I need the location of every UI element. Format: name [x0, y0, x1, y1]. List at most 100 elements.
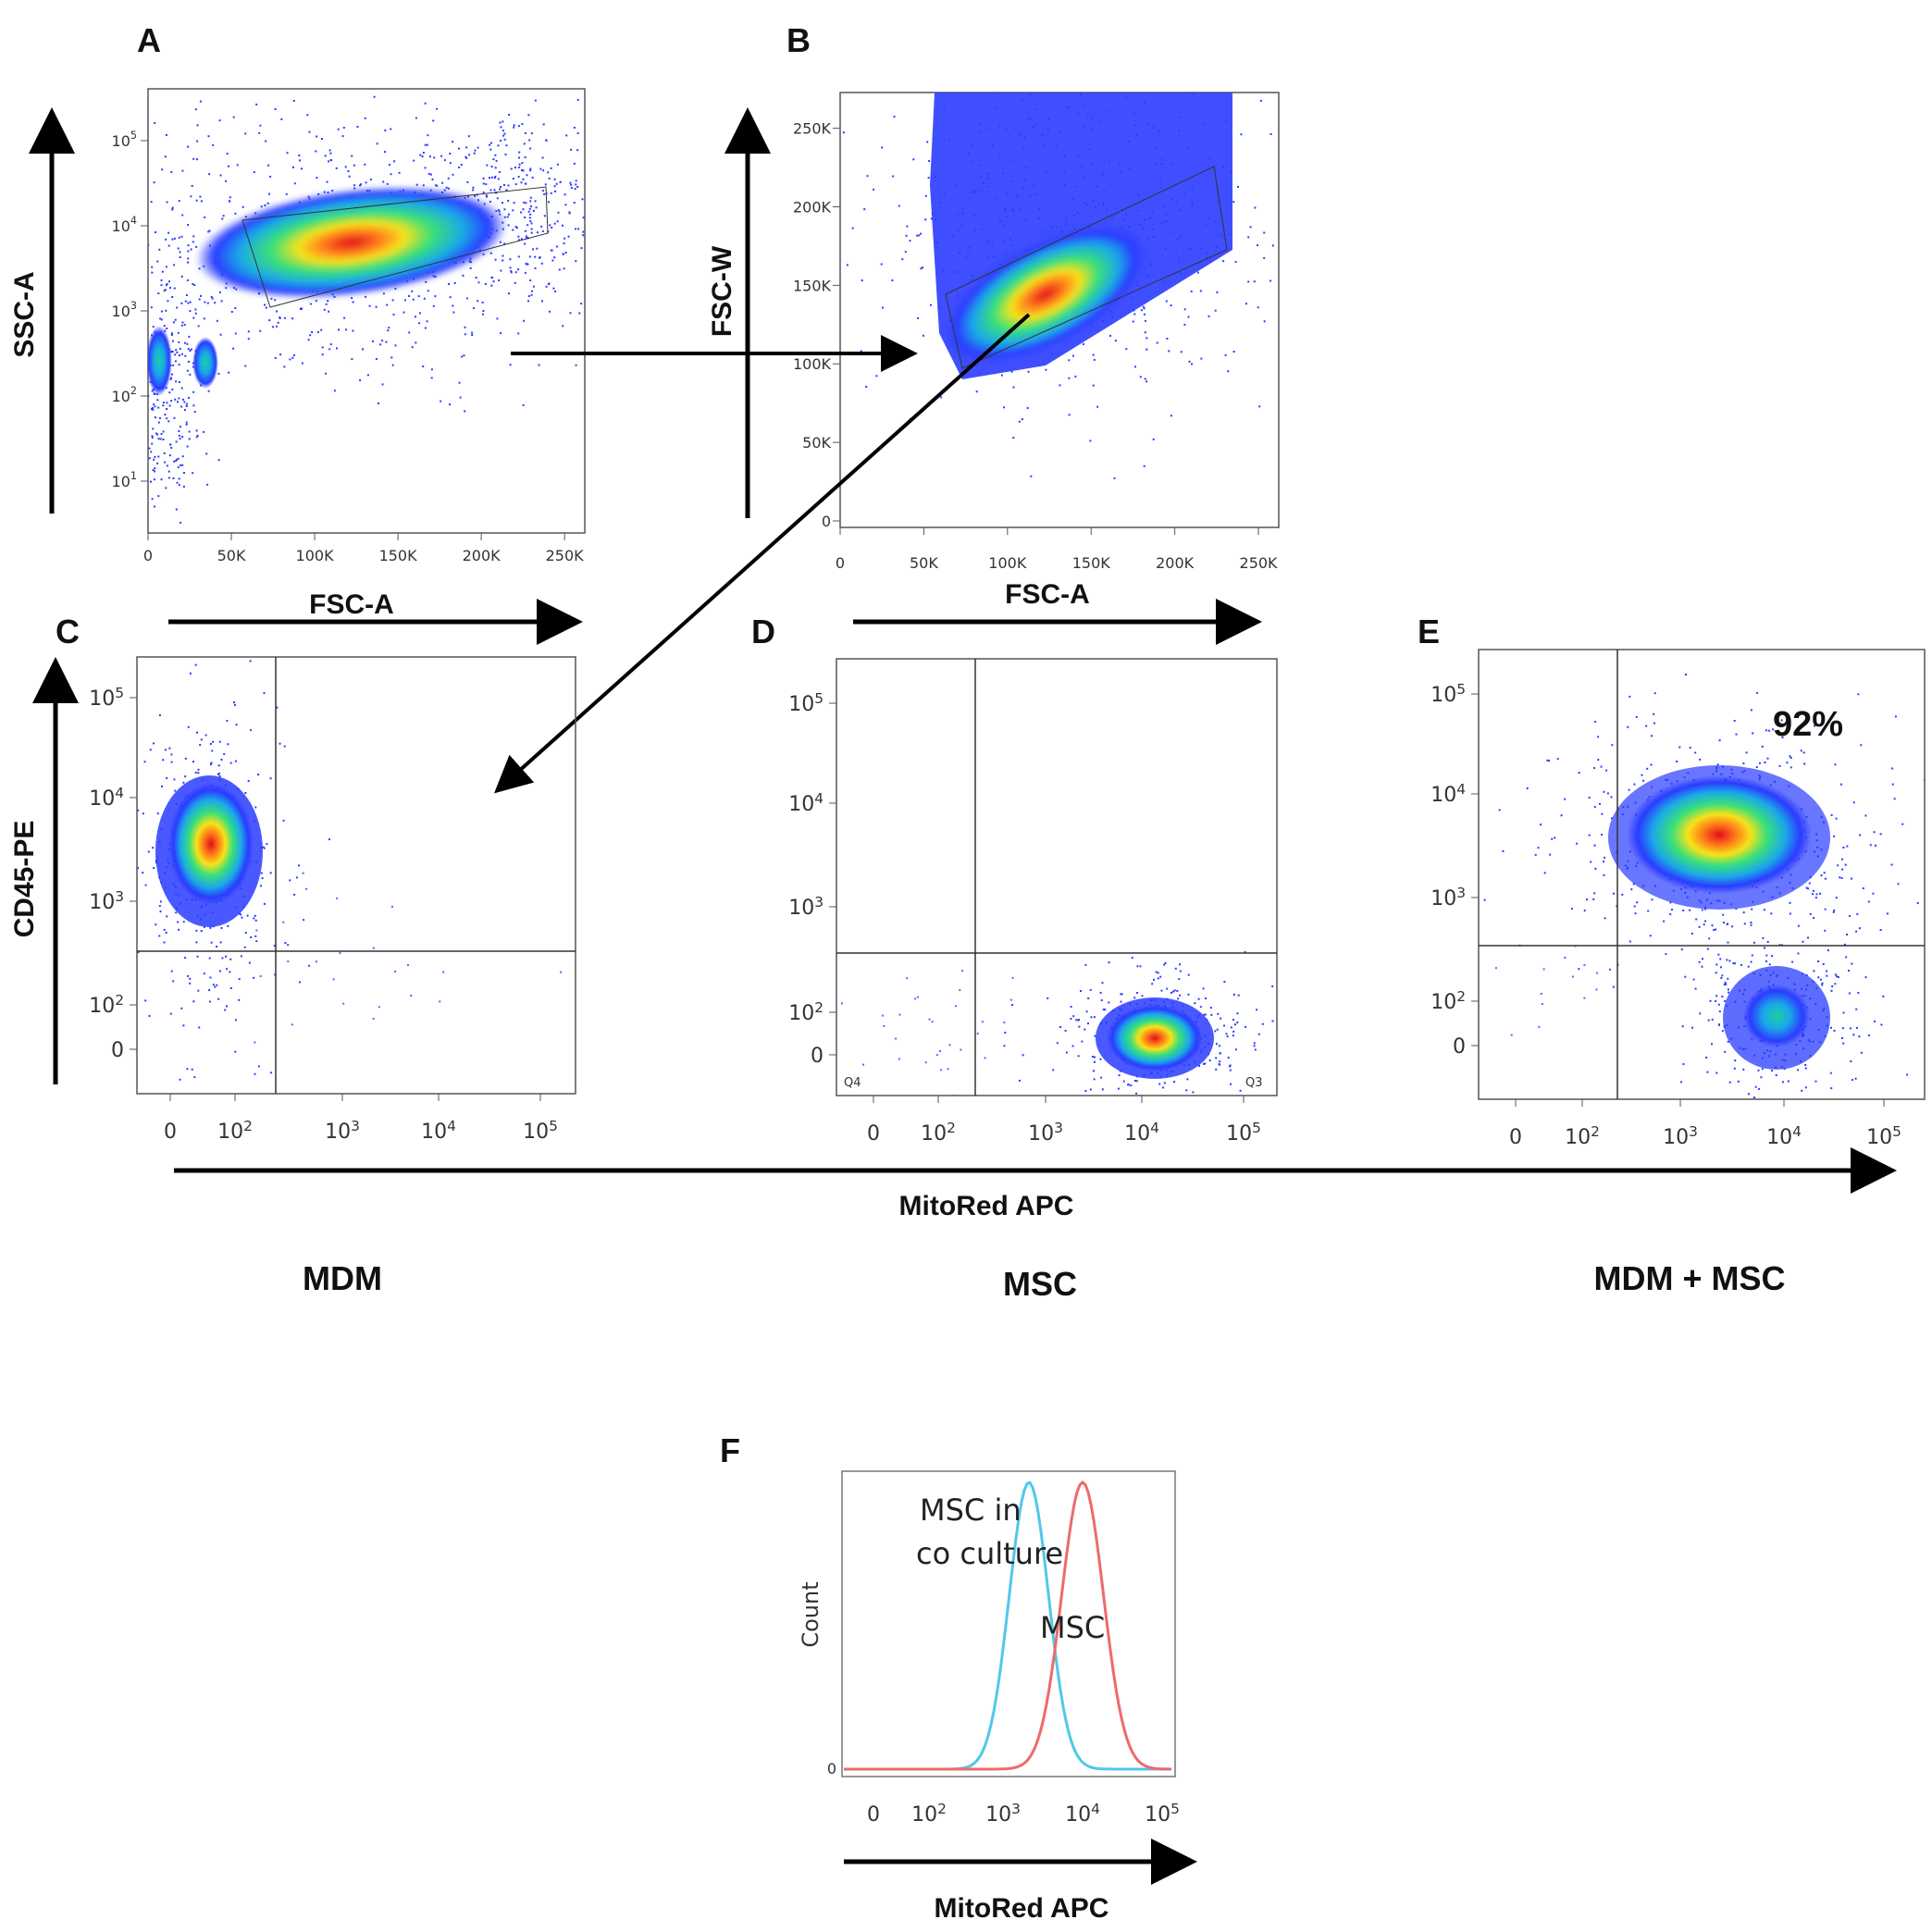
panel-a-event: [539, 167, 542, 170]
panel-b-event: [1083, 202, 1085, 204]
panel-a-event: [167, 477, 170, 479]
panel-a-event: [148, 447, 151, 450]
panel-a-event: [628, 304, 630, 306]
panel-b-event: [1106, 207, 1108, 210]
panel-e-event: [1735, 733, 1738, 736]
panel-a-event: [274, 299, 277, 302]
panel-a-event: [148, 243, 150, 246]
panel-a-event: [514, 271, 517, 274]
panel-b-event: [979, 122, 982, 125]
panel-b-event: [1263, 320, 1266, 323]
panel-a-event: [513, 124, 515, 127]
panel-e-event: [1775, 1074, 1777, 1076]
panel-a-event: [431, 178, 434, 180]
panel-a-event: [183, 324, 186, 326]
panel-a-event: [550, 192, 552, 194]
panel-b-event: [943, 192, 946, 194]
panel-a-event: [178, 430, 180, 432]
panel-d-event: [1046, 997, 1049, 999]
panel-c-event: [342, 1002, 345, 1005]
panel-a-event: [292, 100, 295, 102]
panel-d-event: [1226, 1035, 1229, 1038]
panel-a-event: [433, 156, 436, 159]
panel-a-event: [524, 229, 526, 232]
panel-a-event: [259, 329, 262, 332]
panel-e-event: [1855, 930, 1858, 933]
panel-e-event: [1856, 912, 1859, 915]
panel-a-event: [146, 287, 148, 289]
panel-d-event: [948, 1044, 951, 1046]
panel-b-event: [1240, 133, 1243, 136]
panel-a-event: [114, 329, 116, 331]
panel-a-x-tick-label: 200K: [463, 547, 502, 564]
panel-d-event: [1166, 987, 1169, 990]
panel-letter-f: F: [720, 1431, 740, 1469]
panel-a-event: [247, 330, 250, 333]
panel-a-event: [137, 517, 139, 519]
panel-a-event: [100, 215, 102, 217]
panel-e-event: [1540, 993, 1542, 995]
panel-b-event: [1003, 406, 1006, 409]
panel-e-event: [1713, 929, 1715, 931]
panel-a-event: [122, 336, 124, 338]
panel-e-event: [1709, 999, 1712, 1002]
panel-d-event: [1093, 1016, 1096, 1019]
panel-a-event: [181, 464, 184, 466]
panel-a-event: [494, 258, 497, 261]
panel-c-event: [194, 772, 197, 774]
panel-d-event: [1141, 995, 1144, 997]
panel-a-event: [604, 155, 606, 157]
panel-d-q3-label: Q3: [1245, 1076, 1263, 1090]
panel-e-event: [1745, 751, 1748, 754]
panel-e-event: [1778, 764, 1781, 767]
panel-e-event: [1804, 1086, 1807, 1089]
panel-a-event: [150, 306, 153, 309]
panel-a-event: [594, 256, 596, 258]
panel-e-event: [1646, 767, 1649, 770]
panel-a-event: [575, 183, 577, 186]
panel-b-event: [1012, 437, 1015, 440]
panel-a-event: [520, 181, 523, 184]
panel-a-event: [534, 99, 537, 102]
panel-e-event: [1840, 877, 1843, 879]
panel-e-event: [1805, 886, 1808, 889]
panel-e-event: [1772, 728, 1775, 731]
panel-c-event: [254, 1072, 256, 1075]
panel-b-event: [1083, 342, 1084, 345]
panel-e-event: [1827, 949, 1829, 952]
panel-a-event: [548, 201, 550, 204]
panel-e-event: [1678, 746, 1681, 749]
panel-a-event: [171, 351, 174, 353]
panel-a-event: [174, 318, 177, 321]
panel-a-event: [129, 380, 130, 382]
panel-a-event: [544, 183, 547, 186]
panel-b-event: [836, 255, 837, 257]
panel-b-event: [1038, 217, 1040, 219]
panel-a-event: [411, 346, 414, 349]
panel-c-event: [189, 982, 192, 985]
panel-a-event: [752, 376, 754, 378]
panel-a-event: [415, 341, 417, 344]
panel-d-event: [1173, 1081, 1176, 1084]
panel-c-y-tick-label: 104: [89, 785, 124, 811]
panel-e-event: [1594, 867, 1597, 870]
panel-d-event: [1102, 1009, 1105, 1010]
panel-a-event: [200, 294, 202, 297]
panel-a-event: [298, 70, 300, 72]
panel-b-event: [967, 252, 970, 254]
panel-d-event: [1223, 1024, 1225, 1027]
panel-e-event: [1841, 1037, 1843, 1039]
panel-a-event: [465, 146, 468, 149]
panel-e-event: [1633, 905, 1636, 908]
panel-b-event: [1059, 384, 1061, 387]
panel-e-event: [1789, 912, 1791, 915]
panel-a-event: [176, 351, 179, 353]
panel-d-event: [1094, 1056, 1096, 1059]
panel-a-event: [301, 362, 303, 365]
panel-e-event: [1765, 729, 1767, 732]
panel-a-event: [204, 301, 206, 303]
panel-e-event: [1554, 836, 1556, 839]
panel-b-event: [1216, 201, 1219, 204]
panel-e-event: [1765, 960, 1768, 962]
panel-c-event: [234, 703, 236, 706]
